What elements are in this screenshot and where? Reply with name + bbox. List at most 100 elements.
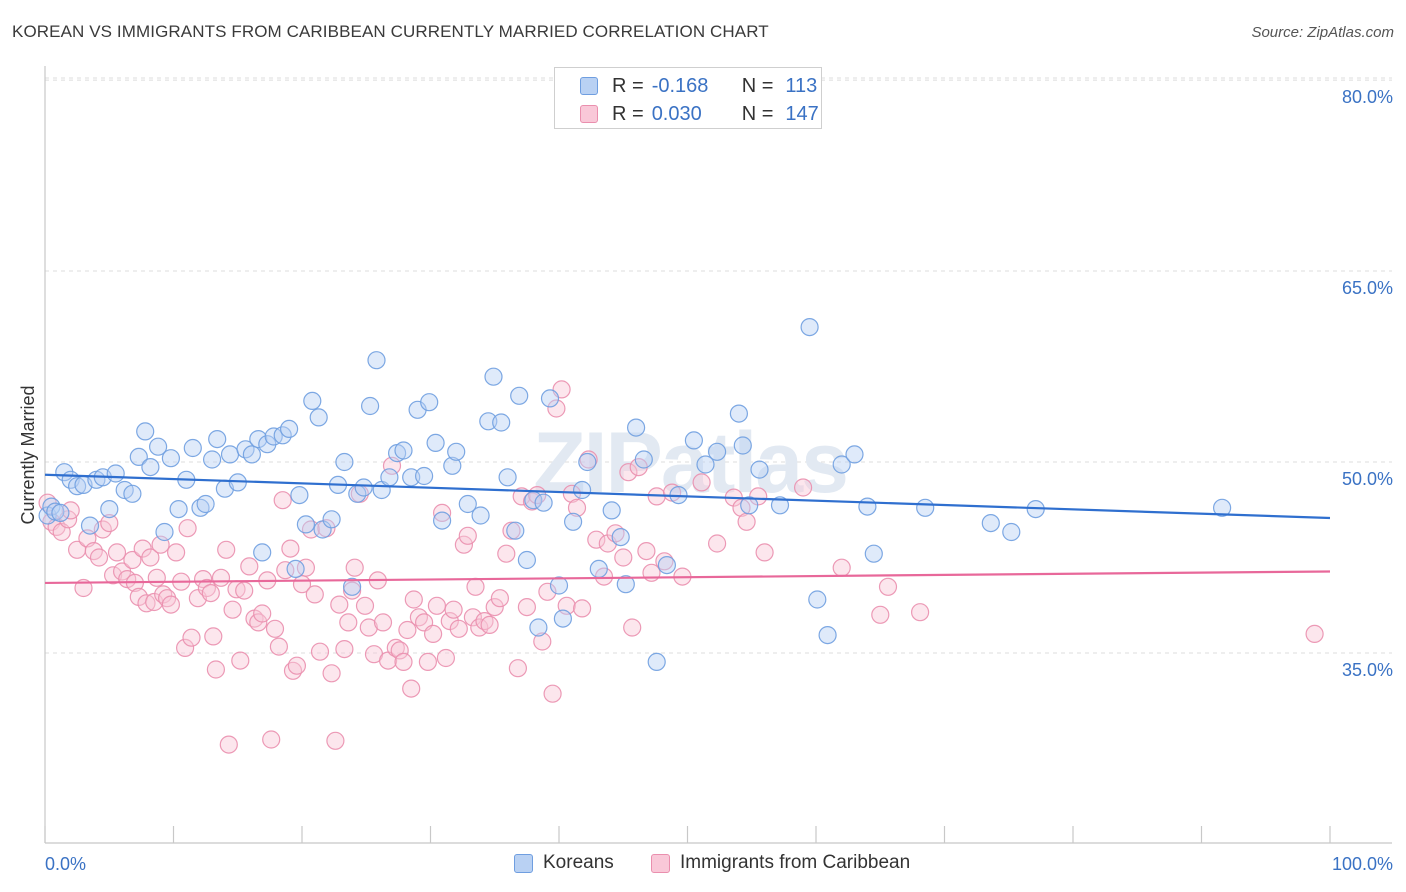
korean-point xyxy=(696,455,715,474)
legend-row-koreans: R = -0.168 N = 113 xyxy=(555,73,817,99)
caribbean-point xyxy=(373,613,393,632)
caribbean-point xyxy=(123,550,142,570)
korean-point xyxy=(426,433,445,452)
caribbean-point xyxy=(707,534,727,553)
legend-r-value: -0.168 xyxy=(651,74,709,97)
korean-point xyxy=(106,464,125,483)
caribbean-point xyxy=(517,597,537,617)
caribbean-point xyxy=(871,605,890,624)
caribbean-point xyxy=(485,597,504,617)
korean-point xyxy=(394,441,413,460)
korean-point xyxy=(740,496,759,515)
caribbean-point xyxy=(359,618,378,637)
caribbean-point xyxy=(74,578,93,598)
caribbean-point xyxy=(404,590,423,609)
koreans-trend-line xyxy=(44,473,1331,520)
caribbean-point xyxy=(832,558,851,577)
korean-point xyxy=(750,460,769,479)
caribbean-point xyxy=(755,543,774,562)
caribbean-point xyxy=(335,639,354,659)
legend-item-koreans: Koreans xyxy=(514,852,614,874)
caribbean-point xyxy=(398,620,417,640)
caribbean-point xyxy=(176,638,195,658)
korean-point xyxy=(578,452,597,472)
korean-point xyxy=(916,498,935,517)
korean-point xyxy=(845,445,864,464)
chart-title: KOREAN VS IMMIGRANTS FROM CARIBBEAN CURR… xyxy=(12,22,769,41)
caribbean-point xyxy=(533,632,552,651)
tick-labels: 35.0% 50.0% 65.0% 80.0% 0.0% 100.0% xyxy=(45,87,1393,874)
caribbean-point xyxy=(265,619,285,638)
caribbean-point xyxy=(107,543,127,562)
korean-point xyxy=(100,500,119,519)
caribbean-point xyxy=(433,503,452,523)
korean-point xyxy=(1002,522,1021,542)
caribbean-point xyxy=(330,595,349,614)
caribbean-point xyxy=(269,637,288,656)
korean-point xyxy=(136,422,155,441)
caribbean-point xyxy=(345,558,364,577)
korean-point xyxy=(155,522,174,542)
korean-point xyxy=(647,652,666,672)
caribbean-point xyxy=(178,519,197,538)
korean-point xyxy=(335,452,354,472)
korean-point xyxy=(183,438,202,458)
legend-r-value: 0.030 xyxy=(651,102,702,125)
source-label: Source: ZipAtlas.com xyxy=(1251,24,1394,41)
caribbean-point xyxy=(219,735,238,754)
legend-label-caribbean: Immigrants from Caribbean xyxy=(680,852,911,873)
caribbean-point xyxy=(502,521,521,540)
caribbean-point xyxy=(182,628,201,647)
caribbean-point xyxy=(572,599,592,618)
legend-swatch-koreans xyxy=(580,77,598,95)
caribbean-point xyxy=(305,585,324,604)
korean-point xyxy=(123,484,142,503)
caribbean-point xyxy=(287,656,306,675)
watermark: ZIPatlas xyxy=(533,415,847,511)
korean-point xyxy=(808,590,827,609)
korean-point xyxy=(253,543,272,562)
korean-point xyxy=(80,516,100,535)
korean-point xyxy=(443,456,462,475)
korean-point xyxy=(447,442,466,461)
caribbean-point xyxy=(480,615,499,635)
caribbean-point xyxy=(623,618,642,637)
caribbean-point xyxy=(310,642,330,661)
korean-point xyxy=(149,437,168,456)
caribbean-point xyxy=(436,648,455,668)
korean-point xyxy=(572,480,592,500)
caribbean-point xyxy=(543,684,562,703)
korean-point xyxy=(286,559,305,579)
caribbean-point xyxy=(466,577,485,596)
caribbean-point xyxy=(692,473,711,492)
korean-point xyxy=(367,351,386,370)
caribbean-point xyxy=(449,619,468,638)
caribbean-point xyxy=(273,491,292,510)
korean-point xyxy=(858,497,877,516)
legend-n-label: N = xyxy=(741,74,774,97)
caribbean-point xyxy=(567,498,587,517)
y-tick-label: 50.0% xyxy=(1342,469,1393,489)
caribbean-point xyxy=(204,627,223,646)
series-legend: Koreans Immigrants from Caribbean xyxy=(0,852,1406,878)
korean-point xyxy=(864,544,883,563)
korean-point xyxy=(498,468,517,487)
caribbean-point xyxy=(910,603,930,622)
caribbean-point xyxy=(322,664,341,683)
korean-point xyxy=(540,389,560,408)
caribbean-point xyxy=(147,568,166,587)
caribbean-point xyxy=(167,543,186,562)
caribbean-point xyxy=(619,463,638,482)
caribbean-point xyxy=(463,608,482,627)
caribbean-point xyxy=(240,557,259,576)
caribbean-point xyxy=(217,540,236,559)
caribbean-point xyxy=(737,512,756,531)
korean-point xyxy=(818,625,837,645)
korean-point xyxy=(707,442,727,461)
caribbean-point xyxy=(458,526,477,545)
x-tick-label-max: 100.0% xyxy=(1332,854,1393,874)
legend-item-caribbean: Immigrants from Caribbean xyxy=(651,852,910,874)
caribbean-point xyxy=(89,548,109,567)
trend-lines xyxy=(44,473,1331,585)
